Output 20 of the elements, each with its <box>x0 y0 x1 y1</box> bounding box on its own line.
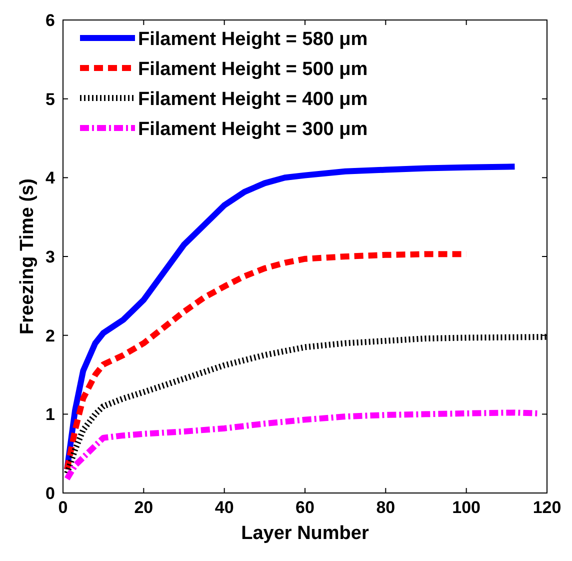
y-axis-title: Freezing Time (s) <box>17 178 38 334</box>
y-tick-label: 6 <box>46 11 55 30</box>
x-tick-label: 0 <box>58 498 68 517</box>
x-tick-label: 120 <box>532 498 562 517</box>
y-tick-label: 5 <box>46 90 55 109</box>
y-tick-label: 4 <box>46 168 56 188</box>
x-tick-label: 100 <box>452 498 481 517</box>
y-tick-label: 3 <box>46 248 55 266</box>
x-axis-title: Layer Number <box>241 523 370 544</box>
y-tick-label: 0 <box>46 484 55 503</box>
x-tick-label: 20 <box>134 498 154 517</box>
y-tick-label: 2 <box>46 326 55 346</box>
legend-label: Filament Height = 300 μm <box>138 119 368 140</box>
y-tick-label: 1 <box>46 405 55 424</box>
legend-label: Filament Height = 400 μm <box>138 89 368 110</box>
x-tick-label: 40 <box>214 498 234 517</box>
legend-label: Filament Height = 580 μm <box>138 29 368 50</box>
legend-label: Filament Height = 500 μm <box>138 59 368 80</box>
x-tick-label: 60 <box>296 498 314 517</box>
x-tick-label: 80 <box>376 498 396 517</box>
